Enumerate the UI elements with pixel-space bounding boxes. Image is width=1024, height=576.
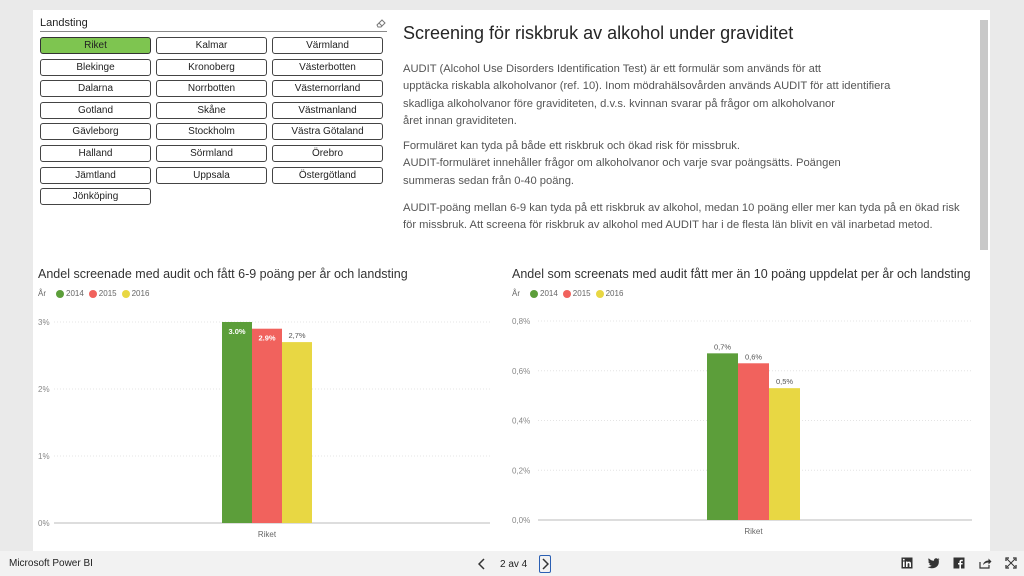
slicer-item-jönköping[interactable]: Jönköping bbox=[40, 188, 151, 206]
slicer-item-örebro[interactable]: Örebro bbox=[272, 145, 383, 162]
facebook-icon[interactable] bbox=[952, 556, 966, 570]
data-label: 2.9% bbox=[258, 334, 275, 343]
bar-2016 bbox=[769, 388, 800, 520]
slicer-item-blekinge[interactable]: Blekinge bbox=[40, 58, 151, 76]
slicer-item-värmland[interactable]: Värmland bbox=[272, 37, 383, 54]
share-icon[interactable] bbox=[978, 556, 992, 570]
y-tick-label: 0,4% bbox=[512, 417, 530, 426]
legend-item[interactable]: 2014 bbox=[56, 289, 84, 298]
linkedin-icon[interactable] bbox=[900, 556, 914, 570]
y-tick-label: 3% bbox=[38, 318, 50, 327]
slicer-item-kalmar[interactable]: Kalmar bbox=[156, 37, 267, 54]
slicer-item-dalarna[interactable]: Dalarna bbox=[40, 80, 151, 98]
report-canvas: Landsting Riket Kalmar Värmland Blekinge Kro… bbox=[33, 10, 990, 551]
bar-2015 bbox=[738, 363, 769, 520]
legend-dot-2014 bbox=[56, 289, 64, 298]
data-label: 0,6% bbox=[745, 352, 762, 361]
legend-label: 2014 bbox=[66, 289, 84, 298]
y-tick-label: 0,0% bbox=[512, 516, 530, 525]
legend-label: 2016 bbox=[605, 289, 624, 298]
slicer-item-gotland[interactable]: Gotland bbox=[40, 101, 151, 119]
fullscreen-icon[interactable] bbox=[1004, 556, 1018, 570]
slicer-item-östergötland[interactable]: Östergötland bbox=[272, 166, 383, 184]
chart-riskbruk-over-10[interactable]: Andel som screenats med audit fått mer ä… bbox=[512, 267, 982, 537]
y-tick-label: 2% bbox=[38, 385, 50, 394]
bar-2015 bbox=[252, 328, 282, 523]
twitter-icon[interactable] bbox=[926, 556, 940, 570]
slicer-item-riket[interactable]: Riket bbox=[40, 37, 151, 54]
chart-riskbruk-6-9[interactable]: Andel screenade med audit och fått 6-9 p… bbox=[38, 267, 493, 537]
brand-link[interactable]: Microsoft Power BI bbox=[9, 558, 93, 569]
legend-item[interactable]: 2016 bbox=[121, 289, 150, 298]
footer-bar: Microsoft Power BI 2 av 4 bbox=[0, 551, 1024, 576]
slicer-item-uppsala[interactable]: Uppsala bbox=[156, 166, 267, 184]
slicer-item-västerbotten[interactable]: Västerbotten bbox=[272, 58, 383, 76]
legend-label: 2014 bbox=[540, 289, 558, 298]
chart-title: Andel som screenats med audit fått mer ä… bbox=[512, 267, 971, 281]
legend-label: 2015 bbox=[98, 289, 117, 298]
vertical-scrollbar[interactable] bbox=[980, 20, 988, 250]
chart-title: Andel screenade med audit och fått 6-9 p… bbox=[38, 267, 408, 281]
legend-dot-2015 bbox=[88, 289, 97, 298]
slicer-title: Landsting bbox=[40, 17, 88, 29]
slicer-item-gävleborg[interactable]: Gävleborg bbox=[40, 123, 151, 141]
chart-legend: År 2014 2015 2016 bbox=[512, 289, 628, 298]
y-tick-label: 0,8% bbox=[512, 317, 530, 326]
data-label: 0,5% bbox=[776, 377, 793, 386]
slicer-item-västra-götaland[interactable]: Västra Götaland bbox=[272, 123, 383, 141]
slicer-item-västmanland[interactable]: Västmanland bbox=[272, 101, 383, 119]
paragraph-audit-intro: AUDIT (Alcohol Use Disorders Identificat… bbox=[403, 63, 891, 127]
share-toolbar bbox=[900, 556, 1018, 570]
legend-item[interactable]: 2014 bbox=[530, 289, 558, 298]
legend-title: År bbox=[512, 289, 520, 298]
legend-dot-2014 bbox=[530, 289, 538, 298]
slicer-item-jämtland[interactable]: Jämtland bbox=[40, 166, 151, 184]
slicer-item-skåne[interactable]: Skåne bbox=[156, 101, 267, 119]
page-heading: Screening för riskbruk av alkohol under … bbox=[403, 23, 794, 43]
y-tick-label: 0,2% bbox=[512, 466, 530, 475]
slicer-header: Landsting bbox=[40, 16, 387, 32]
legend-label: 2016 bbox=[131, 289, 150, 298]
eraser-icon[interactable] bbox=[375, 16, 387, 28]
next-page-icon[interactable] bbox=[539, 555, 552, 573]
slicer-item-kronoberg[interactable]: Kronoberg bbox=[156, 58, 267, 76]
data-label: 2,7% bbox=[288, 331, 305, 340]
legend-item[interactable]: 2015 bbox=[88, 289, 117, 298]
x-category-label: Riket bbox=[744, 527, 763, 536]
page-navigator: 2 av 4 bbox=[476, 555, 552, 573]
legend-item[interactable]: 2016 bbox=[595, 289, 624, 298]
slicer-item-stockholm[interactable]: Stockholm bbox=[156, 123, 267, 141]
chart-legend: År 2014 2015 2016 bbox=[38, 289, 154, 298]
slicer-item-västernorrland[interactable]: Västernorrland bbox=[272, 80, 383, 98]
bar-2016 bbox=[282, 342, 312, 523]
paragraph-poang: AUDIT-poäng mellan 6-9 kan tyda på ett r… bbox=[403, 202, 960, 232]
x-category-label: Riket bbox=[258, 530, 277, 537]
paragraph-formular: Formuläret kan tyda på både ett riskbruk… bbox=[403, 140, 841, 187]
page-indicator: 2 av 4 bbox=[500, 558, 528, 570]
legend-dot-2016 bbox=[121, 289, 130, 298]
previous-page-icon[interactable] bbox=[476, 555, 488, 573]
slicer-item-halland[interactable]: Halland bbox=[40, 145, 151, 162]
bar-2014 bbox=[222, 322, 252, 523]
legend-item[interactable]: 2015 bbox=[562, 289, 591, 298]
data-label: 0,7% bbox=[714, 342, 731, 351]
bar-2014 bbox=[707, 353, 738, 520]
slicer-item-sörmland[interactable]: Sörmland bbox=[156, 145, 267, 162]
legend-dot-2016 bbox=[595, 289, 604, 298]
y-tick-label: 1% bbox=[38, 452, 50, 461]
legend-title: År bbox=[38, 289, 46, 298]
chart-plot-area: 0,0% 0,2% 0,4% 0,6% 0,8% 0,7% 0,6% 0,5% Riket bbox=[512, 317, 972, 536]
data-label: 3.0% bbox=[228, 327, 245, 336]
y-tick-label: 0,6% bbox=[512, 367, 530, 376]
legend-dot-2015 bbox=[562, 289, 571, 298]
legend-label: 2015 bbox=[572, 289, 591, 298]
slicer-item-norrbotten[interactable]: Norrbotten bbox=[156, 80, 267, 98]
chart-plot-area: 0% 1% 2% 3% 3.0% 2.9% 2,7% Riket bbox=[38, 318, 490, 537]
y-tick-label: 0% bbox=[38, 519, 50, 528]
